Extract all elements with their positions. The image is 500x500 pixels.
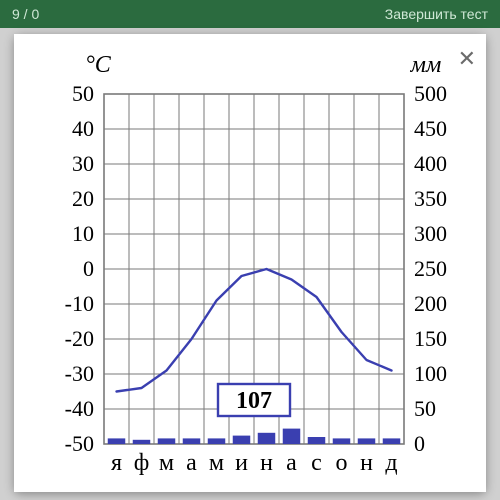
- svg-text:100: 100: [414, 361, 447, 386]
- svg-text:20: 20: [72, 186, 94, 211]
- svg-text:400: 400: [414, 151, 447, 176]
- chart-popup: ✕ 50403020100-10-20-30-40-50500450400350…: [14, 34, 486, 492]
- svg-text:-20: -20: [65, 326, 94, 351]
- svg-text:с: с: [311, 450, 322, 476]
- svg-text:250: 250: [414, 256, 447, 281]
- svg-text:500: 500: [414, 81, 447, 106]
- svg-text:°C: °C: [85, 52, 112, 78]
- svg-text:я: я: [111, 450, 122, 476]
- svg-text:м: м: [209, 450, 224, 476]
- svg-text:ф: ф: [134, 450, 150, 476]
- svg-text:450: 450: [414, 116, 447, 141]
- svg-text:150: 150: [414, 326, 447, 351]
- svg-text:40: 40: [72, 116, 94, 141]
- svg-text:30: 30: [72, 151, 94, 176]
- svg-text:0: 0: [414, 431, 425, 456]
- svg-text:50: 50: [414, 396, 436, 421]
- app-topbar: 9 / 0 Завершить тест: [0, 0, 500, 28]
- svg-text:н: н: [360, 450, 373, 476]
- svg-text:200: 200: [414, 291, 447, 316]
- svg-text:50: 50: [72, 81, 94, 106]
- topbar-right[interactable]: Завершить тест: [385, 6, 488, 22]
- svg-text:и: и: [235, 450, 248, 476]
- close-icon[interactable]: ✕: [458, 48, 476, 70]
- svg-text:м: м: [159, 450, 174, 476]
- svg-text:-50: -50: [65, 431, 94, 456]
- svg-text:-40: -40: [65, 396, 94, 421]
- svg-text:300: 300: [414, 221, 447, 246]
- svg-text:о: о: [336, 450, 348, 476]
- svg-text:д: д: [385, 450, 397, 476]
- svg-text:10: 10: [72, 221, 94, 246]
- svg-text:-10: -10: [65, 291, 94, 316]
- svg-text:350: 350: [414, 186, 447, 211]
- svg-text:н: н: [260, 450, 273, 476]
- svg-text:мм: мм: [410, 52, 442, 78]
- topbar-left: 9 / 0: [12, 6, 39, 22]
- svg-text:107: 107: [236, 388, 272, 414]
- svg-text:-30: -30: [65, 361, 94, 386]
- climograph-chart: 50403020100-10-20-30-40-5050045040035030…: [14, 34, 486, 492]
- svg-text:0: 0: [83, 256, 94, 281]
- svg-text:а: а: [286, 450, 297, 476]
- svg-text:а: а: [186, 450, 197, 476]
